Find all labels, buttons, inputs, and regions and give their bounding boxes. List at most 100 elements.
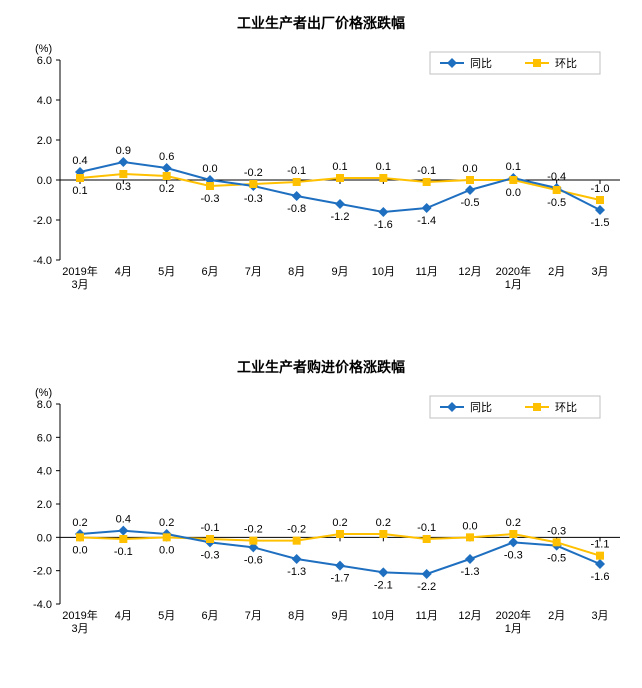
legend-label-s1: 同比 <box>470 57 492 70</box>
s2-value-label: 0.0 <box>462 163 477 175</box>
y-tick-label: -2.0 <box>33 566 52 578</box>
s2-marker <box>163 533 171 541</box>
x-category-label: 3月 <box>591 610 608 622</box>
s1-value-label: -1.2 <box>331 211 350 223</box>
chart-ppi-input: 工业生产者购进价格涨跌幅(%)-4.0-2.00.02.04.06.08.020… <box>0 344 642 688</box>
s2-marker <box>206 535 214 543</box>
x-category-label: 7月 <box>245 266 262 278</box>
s2-marker <box>379 174 387 182</box>
s1-value-label: -0.4 <box>547 171 566 183</box>
s2-value-label: -0.1 <box>417 522 436 534</box>
s2-value-label: -0.2 <box>287 524 306 536</box>
s1-marker <box>465 185 475 195</box>
s2-marker <box>249 537 257 545</box>
s2-value-label: 0.1 <box>72 185 87 197</box>
s2-marker <box>336 530 344 538</box>
s1-value-label: -0.8 <box>287 203 306 215</box>
x-category-label: 8月 <box>288 610 305 622</box>
s1-marker <box>335 199 345 209</box>
x-category-label: 2月 <box>548 610 565 622</box>
s2-marker <box>206 182 214 190</box>
x-category-label: 8月 <box>288 266 305 278</box>
legend-label-s2: 环比 <box>555 57 577 70</box>
y-unit-label: (%) <box>35 387 52 399</box>
x-category-label: 4月 <box>115 266 132 278</box>
s2-value-label: 0.1 <box>332 161 347 173</box>
x-category-label: 11月 <box>415 610 437 622</box>
chart-ppi-output: 工业生产者出厂价格涨跌幅(%)-4.0-2.00.02.04.06.02019年… <box>0 0 642 344</box>
s1-value-label: -0.3 <box>244 193 263 205</box>
s1-value-label: -0.6 <box>244 554 263 566</box>
s1-value-label: -1.7 <box>331 573 350 585</box>
s1-marker <box>595 559 605 569</box>
s2-value-label: 0.3 <box>116 181 131 193</box>
s2-value-label: -0.1 <box>114 546 133 558</box>
y-tick-label: 6.0 <box>37 432 52 444</box>
s1-marker <box>595 205 605 215</box>
y-unit-label: (%) <box>35 43 52 55</box>
s1-value-label: -0.3 <box>201 549 220 561</box>
x-category-label: 2020年1月 <box>496 608 531 635</box>
y-tick-label: 8.0 <box>37 399 52 411</box>
s2-value-label: 0.0 <box>506 187 521 199</box>
s1-value-label: -2.1 <box>374 579 393 591</box>
x-category-label: 10月 <box>372 266 395 278</box>
s1-marker <box>378 567 388 577</box>
s1-value-label: -1.3 <box>287 566 306 578</box>
s2-value-label: 0.2 <box>506 517 521 529</box>
s2-value-label: -0.1 <box>201 522 220 534</box>
y-tick-label: 6.0 <box>37 55 52 67</box>
y-tick-label: 2.0 <box>37 135 52 147</box>
y-tick-label: 0.0 <box>37 532 52 544</box>
y-tick-label: 2.0 <box>37 499 52 511</box>
s2-value-label: -0.2 <box>244 524 263 536</box>
s2-marker <box>379 530 387 538</box>
s2-value-label: -0.2 <box>244 167 263 179</box>
s1-marker <box>422 203 432 213</box>
x-category-label: 2019年3月 <box>62 264 97 291</box>
x-category-label: 5月 <box>158 610 175 622</box>
s1-value-label: -1.5 <box>591 217 610 229</box>
legend-marker-s2 <box>533 59 541 67</box>
s2-value-label: -0.1 <box>417 165 436 177</box>
s1-value-label: -1.3 <box>461 566 480 578</box>
x-category-label: 6月 <box>201 266 218 278</box>
chart-title: 工业生产者购进价格涨跌幅 <box>237 359 405 375</box>
s2-value-label: -1.0 <box>591 183 610 195</box>
s2-marker <box>596 196 604 204</box>
legend-label-s2: 环比 <box>555 401 577 414</box>
x-category-label: 7月 <box>245 610 262 622</box>
s1-marker <box>118 157 128 167</box>
s2-marker <box>423 178 431 186</box>
s1-value-label: -1.4 <box>417 215 436 227</box>
s2-value-label: 0.1 <box>376 161 391 173</box>
x-category-label: 9月 <box>331 266 348 278</box>
s2-marker <box>163 172 171 180</box>
s2-value-label: 0.0 <box>159 544 174 556</box>
y-tick-label: -2.0 <box>33 215 52 227</box>
s1-value-label: -1.6 <box>591 571 610 583</box>
chart-title: 工业生产者出厂价格涨跌幅 <box>237 15 405 31</box>
s2-value-label: 0.2 <box>376 517 391 529</box>
s1-marker <box>422 569 432 579</box>
x-category-label: 2019年3月 <box>62 608 97 635</box>
s2-marker <box>76 174 84 182</box>
x-category-label: 6月 <box>201 610 218 622</box>
legend-marker-s2 <box>533 403 541 411</box>
s1-marker <box>335 561 345 571</box>
s2-marker <box>423 535 431 543</box>
s2-marker <box>509 176 517 184</box>
s2-marker <box>336 174 344 182</box>
s2-value-label: 0.2 <box>159 183 174 195</box>
s2-value-label: -0.3 <box>547 525 566 537</box>
x-category-label: 12月 <box>458 266 481 278</box>
s1-marker <box>465 554 475 564</box>
s1-value-label: 0.4 <box>116 514 131 526</box>
s2-marker <box>509 530 517 538</box>
x-category-label: 5月 <box>158 266 175 278</box>
s1-value-label: -2.2 <box>417 581 436 593</box>
s2-value-label: -0.3 <box>201 193 220 205</box>
s2-marker <box>596 552 604 560</box>
s2-marker <box>466 176 474 184</box>
s1-value-label: -0.3 <box>504 549 523 561</box>
